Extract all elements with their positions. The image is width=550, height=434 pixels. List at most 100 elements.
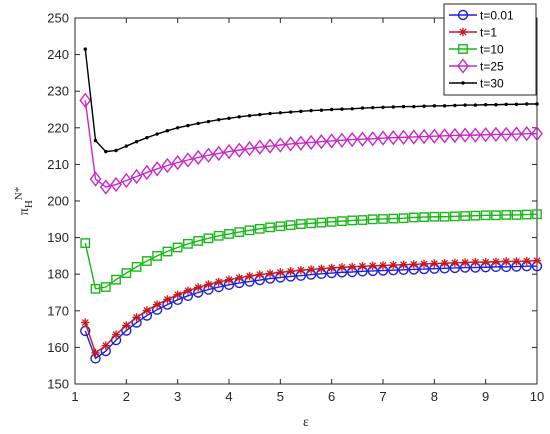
data-point bbox=[510, 126, 523, 142]
data-point bbox=[186, 123, 190, 128]
data-point bbox=[294, 135, 307, 151]
data-point bbox=[175, 126, 180, 130]
x-axis-label: ε bbox=[303, 415, 309, 430]
data-point bbox=[235, 273, 244, 283]
data-point bbox=[275, 221, 286, 232]
y-tick-label: 200 bbox=[47, 194, 69, 209]
y-tick-label: 180 bbox=[47, 267, 69, 282]
data-point bbox=[501, 210, 512, 220]
data-point bbox=[172, 242, 183, 253]
data-point bbox=[473, 103, 478, 107]
data-point bbox=[521, 209, 532, 220]
data-point bbox=[295, 219, 306, 229]
data-point bbox=[243, 141, 256, 157]
legend-label: t=25 bbox=[480, 60, 504, 74]
data-point bbox=[460, 211, 471, 221]
data-point bbox=[131, 261, 142, 272]
legend-item: t=10 bbox=[449, 43, 504, 57]
legend-item: t=25 bbox=[449, 58, 504, 74]
data-point bbox=[440, 259, 449, 268]
data-point bbox=[214, 277, 223, 287]
data-point bbox=[449, 211, 460, 222]
data-point bbox=[337, 263, 347, 272]
data-point bbox=[89, 171, 102, 187]
data-point bbox=[378, 214, 388, 224]
data-point bbox=[366, 131, 379, 147]
data-point bbox=[183, 286, 193, 295]
data-point bbox=[450, 258, 460, 268]
data-point bbox=[401, 104, 406, 109]
data-point bbox=[140, 164, 153, 181]
data-point bbox=[522, 256, 531, 266]
data-point bbox=[463, 103, 467, 107]
data-point bbox=[514, 102, 519, 107]
legend-item: t=30 bbox=[449, 77, 504, 91]
legend-marker bbox=[457, 58, 469, 74]
data-point bbox=[319, 108, 324, 112]
data-point bbox=[265, 222, 275, 233]
data-point bbox=[284, 136, 297, 152]
data-point bbox=[100, 282, 111, 292]
y-tick-label: 210 bbox=[47, 157, 69, 172]
data-point bbox=[278, 111, 283, 115]
data-point bbox=[122, 321, 131, 330]
data-point bbox=[350, 107, 354, 111]
data-point bbox=[244, 225, 255, 236]
data-point bbox=[494, 103, 498, 107]
data-point bbox=[111, 274, 121, 285]
x-tick-label: 5 bbox=[277, 389, 284, 404]
data-point bbox=[356, 131, 369, 147]
data-point bbox=[163, 295, 172, 304]
data-point bbox=[255, 270, 264, 279]
data-point bbox=[422, 104, 426, 108]
data-point bbox=[247, 114, 252, 118]
y-tick-label: 240 bbox=[47, 47, 69, 62]
y-tick-label: 250 bbox=[47, 11, 69, 26]
data-point bbox=[204, 280, 213, 289]
y-tick-label: 190 bbox=[47, 230, 69, 245]
data-point bbox=[202, 147, 215, 163]
series-t=30 bbox=[83, 47, 539, 154]
data-point bbox=[418, 128, 430, 145]
data-point bbox=[316, 217, 327, 228]
data-point bbox=[224, 275, 234, 284]
legend-item: t=0.01 bbox=[449, 9, 514, 23]
data-point bbox=[460, 258, 470, 267]
data-point bbox=[377, 130, 389, 146]
data-point bbox=[161, 157, 174, 174]
legend-label: t=1 bbox=[480, 26, 497, 40]
data-point bbox=[481, 257, 490, 267]
data-point bbox=[469, 127, 482, 143]
data-point bbox=[448, 127, 461, 144]
data-point bbox=[120, 172, 133, 189]
data-point bbox=[408, 212, 419, 223]
data-point bbox=[93, 138, 98, 143]
data-point bbox=[171, 154, 184, 171]
data-point bbox=[193, 235, 204, 246]
data-point bbox=[80, 238, 91, 248]
data-point bbox=[317, 264, 326, 273]
data-point bbox=[389, 260, 398, 270]
data-point bbox=[254, 223, 265, 234]
data-point bbox=[325, 133, 338, 149]
data-point bbox=[357, 215, 368, 225]
data-point bbox=[326, 216, 337, 227]
data-point bbox=[442, 104, 447, 108]
data-point bbox=[500, 126, 513, 143]
axis-ticks: 1 2 3 4 5 6 7 8 9 10 150 160 170 180 190 200 210 220 230 24… bbox=[47, 11, 544, 405]
data-point bbox=[453, 103, 457, 108]
y-axis-label: πHN* bbox=[13, 187, 35, 215]
legend-marker bbox=[461, 81, 465, 85]
data-point bbox=[245, 271, 254, 281]
data-point bbox=[285, 220, 296, 231]
data-point bbox=[173, 290, 182, 299]
data-point bbox=[162, 246, 173, 257]
data-point bbox=[237, 115, 241, 119]
data-point bbox=[286, 267, 295, 276]
data-point bbox=[299, 109, 303, 114]
data-point bbox=[315, 134, 328, 150]
y-axis-label-sup: N* bbox=[13, 187, 25, 200]
data-point bbox=[165, 129, 170, 133]
data-point bbox=[104, 149, 108, 154]
data-point bbox=[132, 313, 141, 322]
